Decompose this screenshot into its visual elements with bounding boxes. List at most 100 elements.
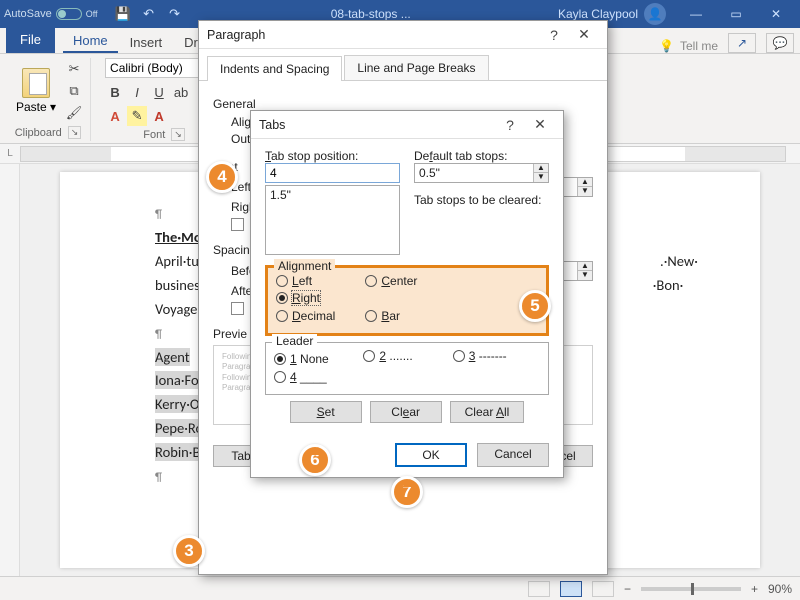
document-filename: 08-tab-stops ...	[184, 7, 558, 21]
zoom-slider[interactable]	[641, 587, 741, 591]
help-button[interactable]: ?	[539, 22, 569, 48]
cut-icon[interactable]: ✂	[64, 59, 84, 79]
username: Kayla Claypool	[558, 7, 638, 21]
dialog-titlebar: Paragraph ? ✕	[199, 21, 607, 49]
autosave-label: AutoSave	[4, 8, 52, 20]
leader-dashes-radio[interactable]: 3 -------	[453, 349, 525, 363]
text-effects-button[interactable]: A	[105, 106, 125, 126]
callout-6: 6	[299, 444, 331, 476]
ruler-margin-left	[21, 147, 111, 161]
align-center-radio[interactable]: Center	[365, 274, 437, 288]
alignment-title: Alignment	[274, 259, 335, 273]
list-item[interactable]: 1.5"	[270, 188, 395, 202]
format-painter-icon[interactable]: 🖌	[64, 103, 84, 123]
close-icon[interactable]: ✕	[569, 22, 599, 48]
align-decimal-radio[interactable]: Decimal	[276, 309, 348, 323]
leader-none-radio[interactable]: 1 None	[274, 352, 346, 366]
undo-icon[interactable]: ↶	[140, 5, 158, 23]
dialog-launcher-icon[interactable]: ↘	[171, 128, 185, 141]
paste-button[interactable]: Paste ▾	[12, 66, 60, 116]
maximize-button[interactable]: ▭	[716, 0, 756, 28]
clear-all-button[interactable]: Clear All	[450, 401, 525, 423]
autosave-state: Off	[86, 9, 98, 19]
dialog-titlebar: Tabs ? ✕	[251, 111, 563, 139]
leader-title: Leader	[272, 334, 317, 348]
zoom-level[interactable]: 90%	[768, 582, 792, 596]
close-button[interactable]: ✕	[756, 0, 796, 28]
ok-button[interactable]: OK	[395, 443, 467, 467]
read-mode-button[interactable]	[528, 581, 550, 597]
dont-checkbox[interactable]	[231, 302, 244, 315]
leader-under-radio[interactable]: 4 ____	[274, 370, 346, 384]
tabs-dialog: Tabs ? ✕ TTab stop position:ab stop posi…	[250, 110, 564, 478]
alignment-fieldset: Alignment Left Center Right Decimal Bar	[265, 265, 549, 336]
window-controls: — ▭ ✕	[676, 0, 796, 28]
callout-3: 3	[173, 535, 205, 567]
tab-line-breaks[interactable]: Line and Page Breaks	[344, 55, 488, 80]
autosave-toggle[interactable]: AutoSave Off	[4, 8, 98, 20]
tell-me-search[interactable]: 💡 Tell me	[659, 39, 718, 53]
share-button[interactable]: ↗	[728, 33, 756, 53]
font-color-button[interactable]: A	[149, 106, 169, 126]
paste-icon	[22, 68, 50, 98]
font-group-label: Font	[143, 129, 165, 141]
avatar-icon: 👤	[644, 3, 666, 25]
mirror-checkbox[interactable]	[231, 218, 244, 231]
tab-position-input[interactable]	[265, 163, 400, 183]
comments-button[interactable]: 💬	[766, 33, 794, 53]
set-button[interactable]: Set	[290, 401, 362, 423]
zoom-out-button[interactable]: −	[624, 582, 631, 596]
callout-4: 4	[206, 161, 238, 193]
lightbulb-icon: 💡	[659, 39, 674, 53]
strike-button[interactable]: ab	[171, 82, 191, 102]
save-icon[interactable]: 💾	[114, 5, 132, 23]
copy-icon[interactable]: ⧉	[64, 81, 84, 101]
web-layout-button[interactable]	[592, 581, 614, 597]
callout-7: 7	[391, 476, 423, 508]
cleared-label: Tab stops to be cleared:	[414, 193, 549, 207]
close-icon[interactable]: ✕	[525, 112, 555, 138]
redo-icon[interactable]: ↷	[166, 5, 184, 23]
clear-button[interactable]: Clear	[370, 401, 442, 423]
dialog-launcher-icon[interactable]: ↘	[68, 126, 82, 139]
help-button[interactable]: ?	[495, 112, 525, 138]
underline-button[interactable]: U	[149, 82, 169, 102]
minimize-button[interactable]: —	[676, 0, 716, 28]
leader-fieldset: Leader 1 None 2 ....... 3 ------- 4 ____	[265, 342, 549, 395]
dialog-title: Paragraph	[207, 28, 539, 42]
dialog-tabs: Indents and Spacing Line and Page Breaks	[199, 49, 607, 81]
toggle-off-icon	[56, 8, 82, 20]
group-clipboard: Paste ▾ ✂ ⧉ 🖌 Clipboard ↘	[6, 58, 91, 141]
ruler-margin-right	[685, 147, 785, 161]
tab-position-label: TTab stop position:ab stop position:	[265, 149, 400, 163]
dialog-body: TTab stop position:ab stop position: 1.5…	[251, 139, 563, 433]
highlight-button[interactable]: ✎	[127, 106, 147, 126]
leader-dots-radio[interactable]: 2 .......	[363, 349, 435, 363]
vertical-ruler[interactable]	[0, 164, 20, 576]
align-right-radio[interactable]: Right	[276, 291, 348, 305]
default-tab-spin[interactable]: 0.5"▲▼	[414, 163, 549, 183]
quick-access-toolbar: AutoSave Off 💾 ↶ ↷	[4, 5, 184, 23]
font-family-value: Calibri (Body)	[110, 61, 183, 75]
tab-indents-spacing[interactable]: Indents and Spacing	[207, 56, 342, 81]
cancel-button[interactable]: Cancel	[477, 443, 549, 467]
align-left-radio[interactable]: Left	[276, 274, 348, 288]
align-bar-radio[interactable]: Bar	[365, 309, 437, 323]
tab-selector[interactable]: L	[0, 148, 20, 159]
paste-label: Paste	[16, 100, 47, 114]
default-tab-value: 0.5"	[415, 166, 533, 180]
bold-button[interactable]: B	[105, 82, 125, 102]
print-layout-button[interactable]	[560, 581, 582, 597]
dialog-title: Tabs	[259, 118, 495, 132]
clipboard-group-label: Clipboard	[15, 127, 62, 139]
zoom-in-button[interactable]: +	[751, 582, 758, 596]
general-section: General	[213, 97, 593, 111]
status-bar: − + 90%	[0, 576, 800, 600]
tab-insert[interactable]: Insert	[120, 31, 173, 53]
tab-home[interactable]: Home	[63, 29, 118, 53]
default-tab-label: Default tab stops:	[414, 149, 549, 163]
callout-5: 5	[519, 290, 551, 322]
tab-file[interactable]: File	[6, 28, 55, 53]
italic-button[interactable]: I	[127, 82, 147, 102]
tab-position-list[interactable]: 1.5"	[265, 185, 400, 255]
